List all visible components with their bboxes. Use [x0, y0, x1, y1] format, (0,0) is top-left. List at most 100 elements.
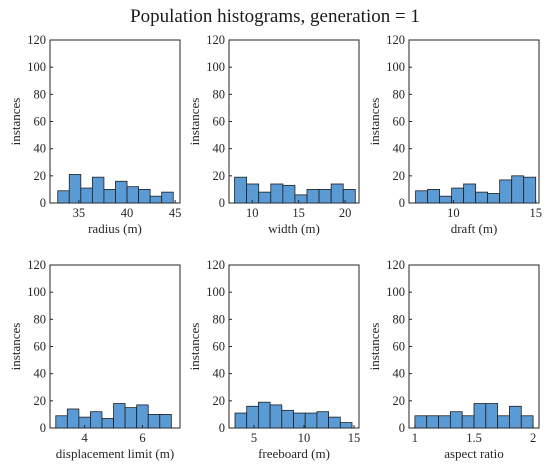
- y-tick-label: 120: [27, 258, 46, 272]
- y-tick-label: 120: [386, 258, 405, 272]
- histogram-bar: [57, 190, 70, 204]
- y-tick-label: 60: [393, 340, 406, 354]
- y-tick-label: 40: [393, 142, 406, 156]
- histogram-bar: [293, 412, 306, 429]
- histogram-bar: [124, 407, 138, 429]
- axes-frame: [228, 264, 360, 429]
- y-tick-label: 20: [34, 169, 47, 183]
- x-tick-label: 35: [73, 206, 86, 220]
- axes-frame: [49, 264, 181, 429]
- x-tick-label: 6: [139, 431, 145, 445]
- y-tick-label: 100: [27, 60, 46, 74]
- x-tick-label: 5: [251, 431, 257, 445]
- histogram-bar: [520, 415, 534, 429]
- histogram-bar: [304, 412, 318, 429]
- y-tick-label: 60: [213, 340, 226, 354]
- y-tick-label: 120: [386, 33, 405, 47]
- y-axis-label: instances: [187, 98, 202, 146]
- y-tick-label: 20: [213, 394, 226, 408]
- figure-title: Population histograms, generation = 1: [130, 6, 420, 27]
- y-tick-label: 100: [206, 285, 225, 299]
- histogram-bar: [316, 411, 329, 429]
- histogram-bar: [523, 176, 537, 204]
- histogram-bar: [91, 176, 105, 204]
- y-tick-label: 0: [399, 196, 405, 210]
- x-tick-label: 20: [339, 206, 352, 220]
- histogram-bar: [113, 403, 126, 429]
- y-tick-label: 40: [213, 367, 226, 381]
- y-tick-label: 80: [393, 87, 406, 101]
- histogram-bar: [136, 404, 149, 429]
- histogram-bar: [342, 189, 356, 204]
- histogram-panel: 0 20 40 60 80 100 120 10 15 20 width (m) instances: [187, 33, 360, 236]
- y-tick-label: 100: [386, 285, 405, 299]
- y-axis-label: instances: [187, 323, 202, 371]
- histogram-bar: [281, 409, 294, 429]
- x-tick-label: 15: [348, 431, 361, 445]
- histogram-bar: [159, 414, 172, 429]
- histogram-bar: [282, 184, 296, 204]
- histogram-bar: [473, 403, 487, 429]
- y-tick-label: 40: [34, 142, 47, 156]
- x-tick-label: 10: [298, 431, 311, 445]
- histogram-bar: [461, 415, 475, 429]
- y-tick-label: 20: [393, 394, 406, 408]
- histogram-bar: [66, 408, 80, 429]
- histogram-bar: [80, 187, 93, 204]
- y-tick-label: 0: [40, 421, 46, 435]
- y-tick-label: 100: [206, 60, 225, 74]
- histogram-bar: [438, 415, 451, 429]
- y-tick-label: 40: [213, 142, 226, 156]
- histogram-bar: [427, 189, 441, 204]
- y-tick-label: 40: [34, 367, 47, 381]
- histogram-panel: 0 20 40 60 80 100 120 10 15 draft (m) instances: [367, 33, 542, 236]
- y-tick-label: 40: [393, 367, 406, 381]
- histogram-bar: [511, 175, 525, 204]
- histogram-bar: [497, 415, 510, 429]
- y-tick-label: 20: [34, 394, 47, 408]
- x-tick-label: 15: [529, 206, 542, 220]
- histogram-bar: [149, 195, 163, 204]
- histogram-bar: [161, 191, 174, 204]
- x-tick-label: 10: [447, 206, 460, 220]
- histogram-panel: 0 20 40 60 80 100 120 5 10 15 freeboard (m) instanc…: [187, 258, 360, 461]
- y-axis-label: instances: [8, 98, 23, 146]
- y-tick-label: 80: [213, 87, 226, 101]
- histogram-bar: [475, 191, 489, 204]
- histogram-bar: [426, 415, 439, 429]
- histogram-bar: [306, 189, 320, 204]
- histogram-bar: [101, 418, 114, 429]
- histogram-bar: [234, 176, 248, 204]
- x-tick-label: 1.5: [466, 431, 482, 445]
- x-axis-label: radius (m): [88, 221, 142, 236]
- y-tick-label: 0: [219, 196, 225, 210]
- x-tick-label: 4: [82, 431, 89, 445]
- histogram-bar: [485, 403, 499, 429]
- histogram-bar: [234, 412, 248, 429]
- y-tick-label: 20: [213, 169, 226, 183]
- x-axis-label: displacement limit (m): [56, 446, 174, 461]
- x-axis-label: aspect ratio: [444, 446, 504, 461]
- x-tick-label: 1: [412, 431, 418, 445]
- histogram-bar: [487, 193, 501, 204]
- histogram-bar: [499, 179, 513, 204]
- histogram-bar: [339, 422, 353, 429]
- histogram-bar: [68, 174, 82, 204]
- y-tick-label: 60: [213, 115, 226, 129]
- histogram-panel: 0 20 40 60 80 100 120 35 40 45 radius (m) instances: [8, 33, 181, 236]
- y-axis-label: instances: [8, 323, 23, 371]
- histogram-bar: [103, 189, 116, 204]
- y-tick-label: 0: [40, 196, 46, 210]
- y-tick-label: 80: [34, 87, 47, 101]
- y-tick-label: 0: [399, 421, 405, 435]
- axes-frame: [228, 39, 360, 204]
- x-axis-label: freeboard (m): [258, 446, 330, 461]
- histogram-bar: [269, 404, 283, 429]
- histogram-bar: [509, 405, 522, 429]
- histogram-bar: [115, 180, 128, 204]
- y-tick-label: 100: [386, 60, 405, 74]
- histogram-bar: [138, 189, 151, 204]
- y-tick-label: 120: [206, 258, 225, 272]
- histogram-bar: [246, 405, 259, 429]
